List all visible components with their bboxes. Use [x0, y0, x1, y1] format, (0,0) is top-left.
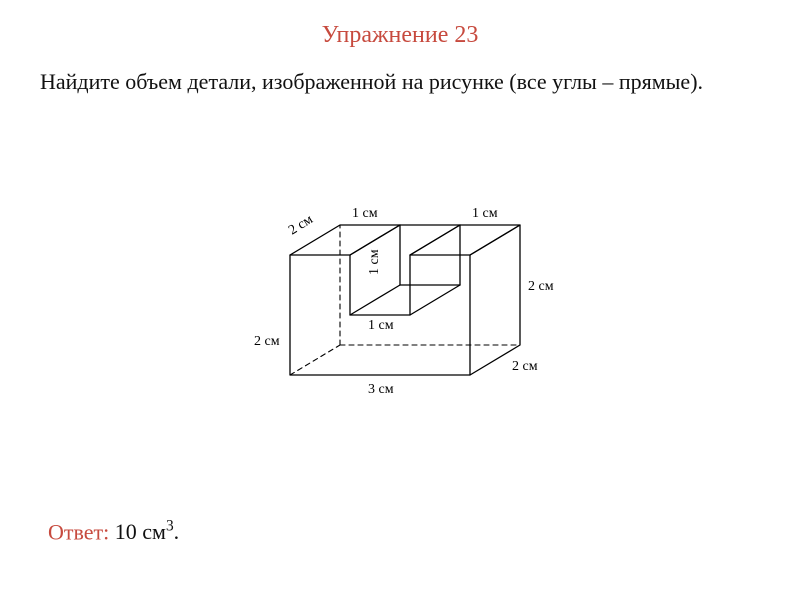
- dimension-labels: 1 см 1 см 1 см 1 см 2 см 2 см 2 см 2 см …: [254, 206, 554, 397]
- answer-tail: .: [174, 519, 180, 544]
- dim-right-depth: 2 см: [512, 359, 538, 374]
- solid-edges: [290, 225, 520, 375]
- dim-notch-bottom: 1 см: [368, 318, 394, 333]
- dim-right-height: 2 см: [528, 279, 554, 294]
- answer-label: Ответ:: [48, 519, 109, 544]
- solid-diagram: 1 см 1 см 1 см 1 см 2 см 2 см 2 см 2 см …: [230, 155, 570, 415]
- hidden-edges: [290, 225, 520, 375]
- problem-statement: Найдите объем детали, изображенной на ри…: [0, 49, 800, 97]
- dim-base-width: 3 см: [368, 382, 394, 397]
- answer-number: 10 см: [115, 519, 166, 544]
- answer-value: 10 см3.: [115, 519, 179, 544]
- dim-depth: 2 см: [286, 212, 316, 238]
- answer-exponent: 3: [166, 518, 174, 535]
- dim-left-height: 2 см: [254, 334, 280, 349]
- diagram-svg: 1 см 1 см 1 см 1 см 2 см 2 см 2 см 2 см …: [230, 155, 570, 415]
- answer: Ответ: 10 см3.: [48, 518, 179, 545]
- dim-top-right: 1 см: [472, 206, 498, 221]
- dim-top-left: 1 см: [352, 206, 378, 221]
- exercise-title: Упражнение 23: [0, 0, 800, 49]
- dim-notch-side: 1 см: [367, 249, 382, 275]
